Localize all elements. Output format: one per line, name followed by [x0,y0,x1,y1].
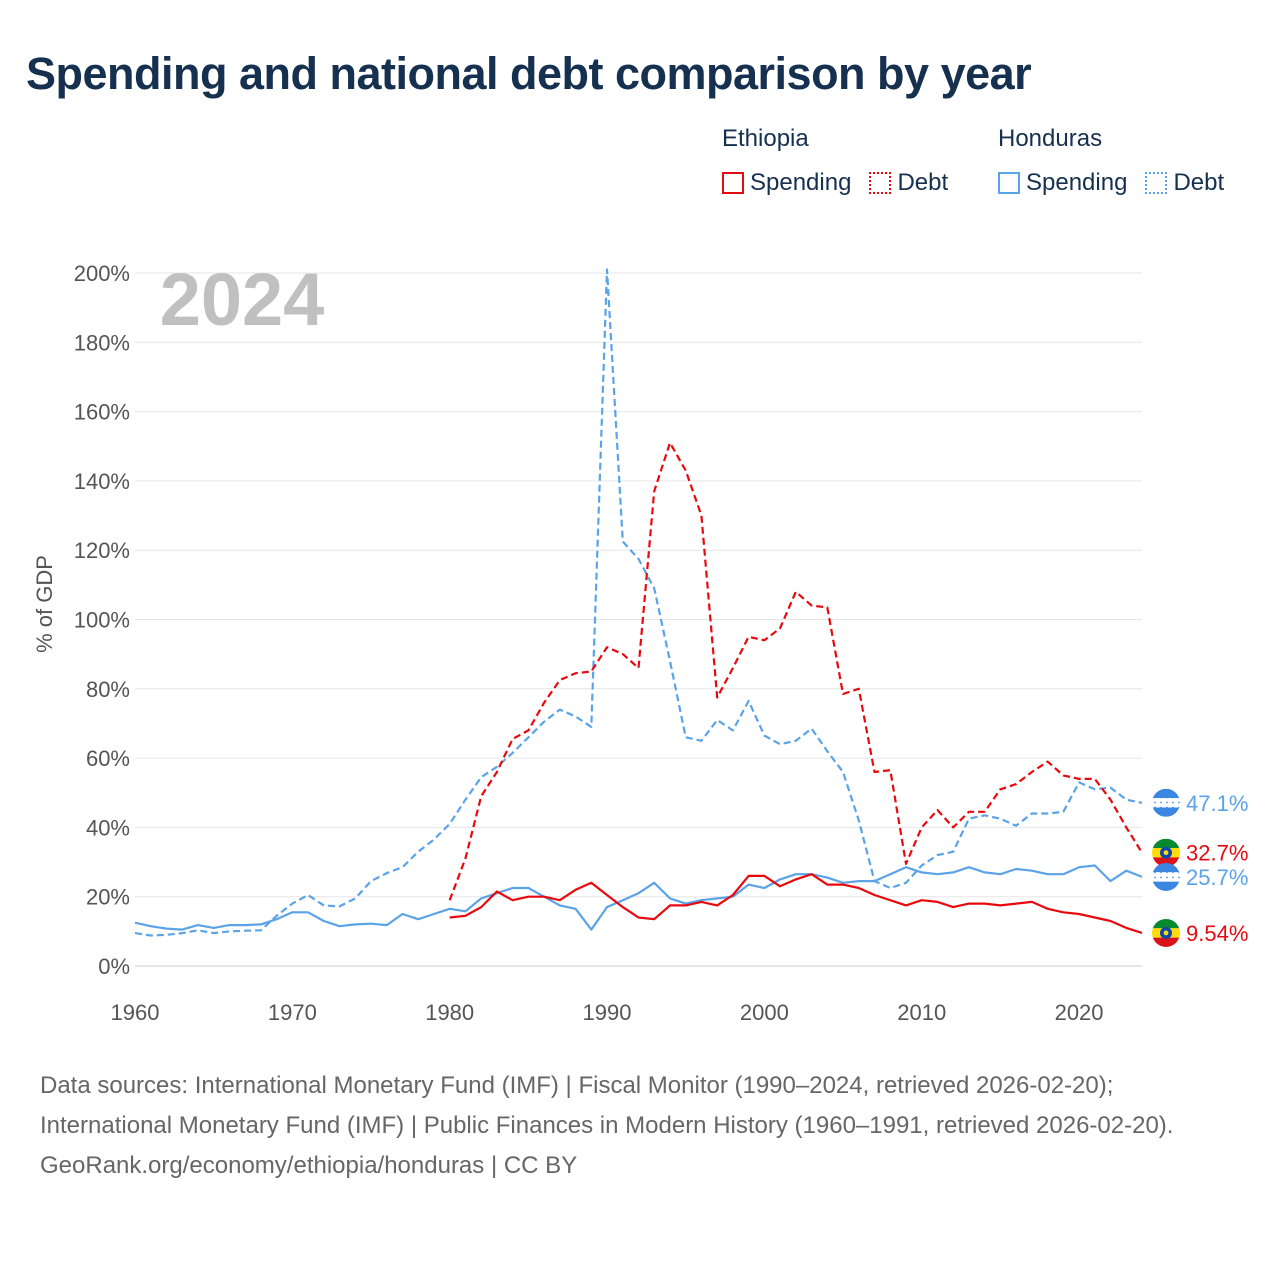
end-label-ethiopia-debt: 32.7% [1152,838,1248,867]
end-value-label: 9.54% [1186,921,1248,946]
y-tick-label: 20% [86,885,130,910]
legend-country-honduras: Honduras [998,125,1103,152]
y-tick-label: 100% [74,608,130,633]
legend-label: Spending [750,169,852,196]
end-value-label: 47.1% [1186,791,1248,816]
end-value-label: 32.7% [1186,841,1248,866]
end-label-ethiopia-spending: 9.54% [1152,918,1248,947]
end-label-honduras-debt: 47.1% [1152,788,1248,817]
end-label-honduras-spending: 25.7% [1152,862,1248,891]
end-value-label: 25.7% [1186,865,1248,890]
x-tick-label: 2000 [740,1000,789,1025]
series-line-ethiopia-spending[interactable] [449,873,1143,934]
ethiopia-flag-icon [1152,838,1180,867]
y-tick-label: 180% [74,330,130,355]
year-watermark: 2024 [160,258,325,341]
y-tick-label: 120% [74,538,130,563]
legend-label: Spending [1026,169,1128,196]
chart-title: Spending and national debt comparison by… [26,48,1032,99]
y-tick-label: 0% [98,954,130,979]
legend-item-ethiopia-debt[interactable]: Debt [869,168,948,198]
legend-group-honduras: Honduras Spending Debt [998,124,1224,198]
legend-item-honduras-debt[interactable]: Debt [1145,168,1224,198]
legend-item-ethiopia-spending[interactable]: Spending [722,168,851,198]
legend-group-ethiopia: Ethiopia Spending Debt [722,124,948,198]
legend-label: Debt [1173,169,1225,196]
series-line-honduras-spending[interactable] [134,864,1143,931]
series-line-honduras-debt[interactable] [134,268,1143,937]
x-tick-label: 2010 [897,1000,946,1025]
legend-swatch-solid-icon [998,172,1020,194]
series-line-ethiopia-debt[interactable] [448,441,1143,901]
x-tick-label: 1970 [268,1000,317,1025]
legend-item-honduras-spending[interactable]: Spending [998,168,1127,198]
x-tick-label: 2020 [1055,1000,1104,1025]
y-tick-label: 60% [86,746,130,771]
legend-label: Debt [897,169,949,196]
x-tick-label: 1980 [425,1000,474,1025]
y-tick-label: 160% [74,400,130,425]
legend-swatch-dotted-icon [869,172,892,194]
x-tick-label: 1960 [111,1000,160,1025]
y-tick-label: 40% [86,815,130,840]
y-tick-label: 200% [74,261,130,286]
ethiopia-flag-icon [1152,918,1180,947]
footer: Data sources: International Monetary Fun… [40,1066,1240,1186]
y-tick-label: 80% [86,677,130,702]
x-tick-label: 1990 [583,1000,632,1025]
source-credit[interactable]: GeoRank.org/economy/ethiopia/honduras | … [40,1152,578,1179]
data-sources: Data sources: International Monetary Fun… [40,1072,1174,1139]
legend-swatch-solid-icon [722,172,744,194]
y-tick-label: 140% [74,469,130,494]
honduras-flag-icon [1152,788,1180,817]
y-axis-label: % of GDP [32,555,57,653]
legend-swatch-dotted-icon [1145,172,1168,194]
honduras-flag-icon [1152,862,1180,891]
legend-country-ethiopia: Ethiopia [722,125,809,152]
